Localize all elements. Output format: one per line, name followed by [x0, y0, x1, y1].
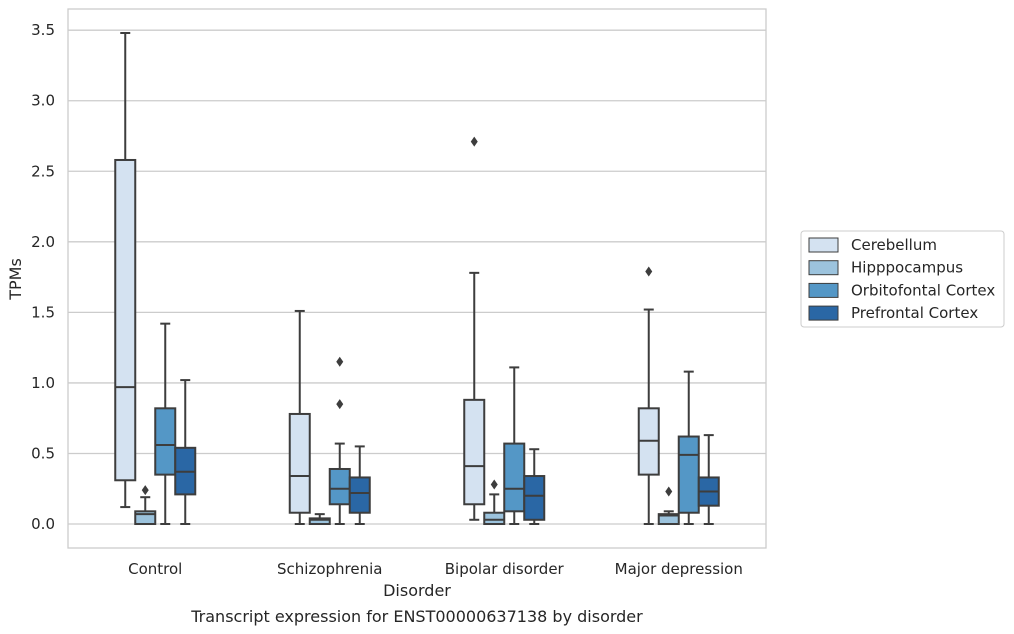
y-tick-label: 3.5 — [31, 21, 55, 39]
outlier-point — [645, 266, 653, 277]
y-axis-title: TPMs — [6, 258, 25, 301]
y-tick-label: 0.5 — [31, 444, 55, 462]
box-3-2 — [523, 448, 546, 526]
legend-swatch — [808, 237, 839, 253]
box-0-0 — [114, 31, 137, 509]
outlier-point — [336, 356, 344, 367]
box-body — [114, 158, 137, 482]
legend-swatch — [808, 282, 839, 298]
box-body — [463, 398, 486, 506]
outlier-point — [141, 485, 149, 496]
y-tick-label: 3.0 — [31, 92, 55, 110]
legend-label: Hipppocampus — [851, 259, 963, 277]
legend-swatch — [808, 260, 839, 276]
box-body — [154, 407, 177, 476]
box-body — [328, 467, 351, 506]
box-plots — [114, 31, 720, 526]
legend-label: Orbitofontal Cortex — [851, 281, 995, 299]
outlier-point — [490, 479, 498, 490]
box-0-1 — [288, 309, 311, 526]
x-tick-label: Bipolar disorder — [445, 560, 565, 578]
box-1-3 — [657, 486, 680, 526]
box-body — [483, 511, 506, 526]
legend-label: Prefrontal Cortex — [851, 304, 978, 322]
box-3-3 — [697, 434, 720, 526]
box-2-3 — [677, 370, 700, 526]
x-axis-title: Disorder — [383, 581, 451, 600]
box-2-2 — [503, 366, 526, 526]
box-3-1 — [348, 445, 371, 526]
box-body — [657, 513, 680, 526]
box-body — [288, 412, 311, 514]
box-body — [348, 476, 371, 514]
y-tick-label: 2.5 — [31, 162, 55, 180]
legend-frame — [800, 230, 1005, 328]
box-body — [677, 435, 700, 514]
x-tick-label: Major depression — [615, 560, 743, 578]
chart-caption: Transcript expression for ENST0000063713… — [190, 607, 643, 626]
y-tick-labels: 0.0 0.5 1.0 1.5 2.0 2.5 3.0 3.5 — [31, 21, 55, 533]
outlier-point — [336, 399, 344, 410]
box-2-1 — [328, 356, 351, 526]
legend: Cerebellum Hipppocampus Orbitofontal Corte… — [800, 230, 1005, 328]
box-1-1 — [308, 513, 331, 526]
y-tick-label: 1.5 — [31, 303, 55, 321]
box-3-0 — [174, 379, 197, 526]
legend-swatch — [808, 305, 839, 321]
y-tick-label: 1.0 — [31, 374, 55, 392]
outlier-point — [470, 136, 478, 147]
x-tick-labels: Control Schizophrenia Bipolar disorder Majo… — [128, 560, 743, 578]
x-tick-label: Control — [128, 560, 182, 578]
plot-frame — [67, 8, 767, 549]
box-0-2 — [463, 136, 486, 521]
box-0-3 — [637, 266, 660, 526]
outlier-point — [665, 486, 673, 497]
x-tick-label: Schizophrenia — [277, 560, 382, 578]
box-body — [503, 442, 526, 513]
box-body — [523, 475, 546, 521]
legend-label: Cerebellum — [851, 236, 937, 254]
box-body — [308, 517, 331, 526]
box-1-0 — [134, 485, 157, 526]
y-tick-label: 2.0 — [31, 233, 55, 251]
y-tick-label: 0.0 — [31, 515, 55, 533]
box-1-2 — [483, 479, 506, 526]
box-2-0 — [154, 322, 177, 526]
